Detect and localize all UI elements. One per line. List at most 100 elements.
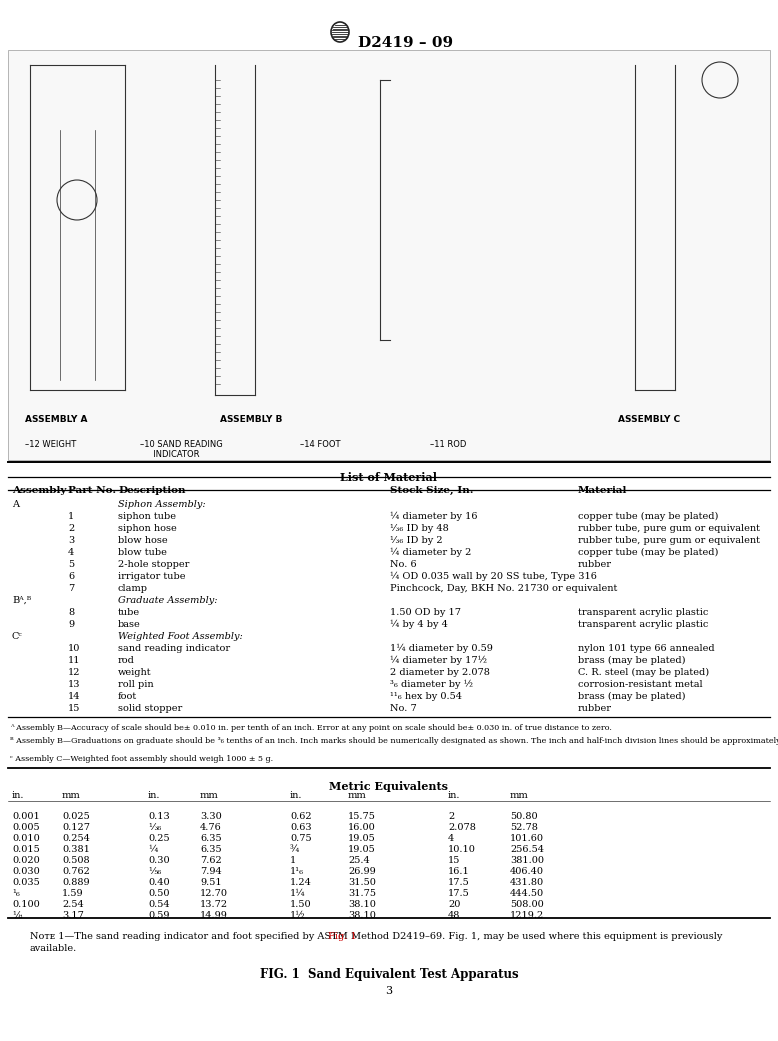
Text: mm: mm: [348, 791, 366, 799]
Text: 19.05: 19.05: [348, 845, 376, 854]
Text: 0.020: 0.020: [12, 856, 40, 865]
Text: rubber tube, pure gum or equivalent: rubber tube, pure gum or equivalent: [578, 524, 760, 533]
Text: 1.50: 1.50: [290, 900, 312, 909]
Text: 3.17: 3.17: [62, 911, 84, 920]
Text: ⅛: ⅛: [12, 911, 21, 920]
Text: 101.60: 101.60: [510, 834, 544, 843]
Text: ³₆ diameter by ½: ³₆ diameter by ½: [390, 680, 473, 689]
Text: sand reading indicator: sand reading indicator: [118, 644, 230, 653]
Text: 2: 2: [68, 524, 74, 533]
Text: 50.80: 50.80: [510, 812, 538, 821]
Text: Description: Description: [118, 486, 185, 496]
Text: –14 FOOT: –14 FOOT: [300, 440, 341, 449]
Text: 444.50: 444.50: [510, 889, 544, 898]
Text: solid stopper: solid stopper: [118, 704, 182, 713]
Text: 7.62: 7.62: [200, 856, 222, 865]
Text: ASSEMBLY A: ASSEMBLY A: [25, 415, 87, 424]
Text: 14.99: 14.99: [200, 911, 228, 920]
Text: Nᴏᴛᴇ 1—The sand reading indicator and foot specified by ASTM Method D2419–69. Fi: Nᴏᴛᴇ 1—The sand reading indicator and fo…: [30, 932, 723, 941]
Text: 16.1: 16.1: [448, 867, 470, 875]
Text: Bᴬ,ᴮ: Bᴬ,ᴮ: [12, 596, 31, 605]
Text: 0.63: 0.63: [290, 823, 312, 832]
Text: 10: 10: [68, 644, 80, 653]
Text: ᴬ Assembly B—Accuracy of scale should be± 0.010 in. per tenth of an inch. Error : ᴬ Assembly B—Accuracy of scale should be…: [10, 723, 612, 732]
Text: ¹₆: ¹₆: [12, 889, 20, 898]
Text: Stock Size, In.: Stock Size, In.: [390, 486, 474, 496]
Text: ¼ OD 0.035 wall by 20 SS tube, Type 316: ¼ OD 0.035 wall by 20 SS tube, Type 316: [390, 572, 597, 581]
Text: 48: 48: [448, 911, 461, 920]
Text: ASSEMBLY B: ASSEMBLY B: [220, 415, 282, 424]
Text: 17.5: 17.5: [448, 889, 470, 898]
Text: Pinchcock, Day, BKH No. 21730 or equivalent: Pinchcock, Day, BKH No. 21730 or equival…: [390, 584, 618, 593]
Text: 20: 20: [448, 900, 461, 909]
Text: A: A: [12, 500, 19, 509]
Bar: [8, 50, 770, 460]
Text: 0.381: 0.381: [62, 845, 90, 854]
Text: rubber: rubber: [578, 560, 612, 569]
Text: ¼ diameter by 17½: ¼ diameter by 17½: [390, 656, 487, 665]
Text: 0.59: 0.59: [148, 911, 170, 920]
Text: copper tube (may be plated): copper tube (may be plated): [578, 548, 718, 557]
Text: 0.100: 0.100: [12, 900, 40, 909]
Text: in.: in.: [448, 791, 461, 799]
Text: 2-hole stopper: 2-hole stopper: [118, 560, 189, 569]
Text: 1.59: 1.59: [62, 889, 83, 898]
Text: Assembly: Assembly: [12, 486, 66, 496]
Text: Part No.: Part No.: [68, 486, 116, 496]
Text: 3.30: 3.30: [200, 812, 222, 821]
Text: Metric Equivalents: Metric Equivalents: [330, 781, 448, 792]
Text: 25.4: 25.4: [348, 856, 370, 865]
Text: 1.24: 1.24: [290, 878, 312, 887]
Text: Graduate Assembly:: Graduate Assembly:: [118, 596, 218, 605]
Text: Material: Material: [578, 486, 627, 496]
Text: irrigator tube: irrigator tube: [118, 572, 185, 581]
Text: 31.75: 31.75: [348, 889, 376, 898]
Text: 17.5: 17.5: [448, 878, 470, 887]
Text: ¼ by 4 by 4: ¼ by 4 by 4: [390, 620, 448, 630]
Text: 0.035: 0.035: [12, 878, 40, 887]
Text: mm: mm: [200, 791, 219, 799]
Text: 1: 1: [68, 512, 74, 520]
Text: 38.10: 38.10: [348, 900, 376, 909]
Text: 0.025: 0.025: [62, 812, 89, 821]
Text: ¼ diameter by 2: ¼ diameter by 2: [390, 548, 471, 557]
Text: 431.80: 431.80: [510, 878, 544, 887]
Text: Siphon Assembly:: Siphon Assembly:: [118, 500, 205, 509]
Text: 0.010: 0.010: [12, 834, 40, 843]
Text: ᶜ Assembly C—Weighted foot assembly should weigh 1000 ± 5 g.: ᶜ Assembly C—Weighted foot assembly shou…: [10, 755, 273, 763]
Text: 15.75: 15.75: [348, 812, 376, 821]
Text: 3: 3: [68, 536, 74, 545]
Text: 256.54: 256.54: [510, 845, 544, 854]
Text: Weighted Foot Assembly:: Weighted Foot Assembly:: [118, 632, 243, 641]
Text: 10.10: 10.10: [448, 845, 476, 854]
Text: 15: 15: [68, 704, 80, 713]
Text: No. 7: No. 7: [390, 704, 417, 713]
Text: clamp: clamp: [118, 584, 148, 593]
Text: 0.30: 0.30: [148, 856, 170, 865]
Text: ¹¹₆ hex by 0.54: ¹¹₆ hex by 0.54: [390, 692, 462, 701]
Text: 0.762: 0.762: [62, 867, 90, 875]
Text: ASSEMBLY C: ASSEMBLY C: [618, 415, 680, 424]
Text: List of Material: List of Material: [341, 472, 437, 483]
Text: 11: 11: [68, 656, 80, 665]
Text: in.: in.: [12, 791, 24, 799]
Text: 0.005: 0.005: [12, 823, 40, 832]
Text: 6.35: 6.35: [200, 845, 222, 854]
Text: ¼: ¼: [148, 845, 157, 854]
Text: 9.51: 9.51: [200, 878, 222, 887]
Text: 381.00: 381.00: [510, 856, 544, 865]
Text: 4: 4: [448, 834, 454, 843]
Text: weight: weight: [118, 668, 152, 677]
Text: in.: in.: [148, 791, 160, 799]
Text: 0.25: 0.25: [148, 834, 170, 843]
Text: transparent acrylic plastic: transparent acrylic plastic: [578, 608, 709, 617]
Text: 4: 4: [68, 548, 74, 557]
Text: D2419 – 09: D2419 – 09: [358, 36, 453, 50]
Text: blow hose: blow hose: [118, 536, 167, 545]
Text: 1.50 OD by 17: 1.50 OD by 17: [390, 608, 461, 617]
Text: 6: 6: [68, 572, 74, 581]
Text: 1¼: 1¼: [290, 889, 306, 898]
Text: ⅕₆: ⅕₆: [148, 867, 161, 875]
Text: ⅓₆ ID by 2: ⅓₆ ID by 2: [390, 536, 443, 545]
Text: 2 diameter by 2.078: 2 diameter by 2.078: [390, 668, 490, 677]
